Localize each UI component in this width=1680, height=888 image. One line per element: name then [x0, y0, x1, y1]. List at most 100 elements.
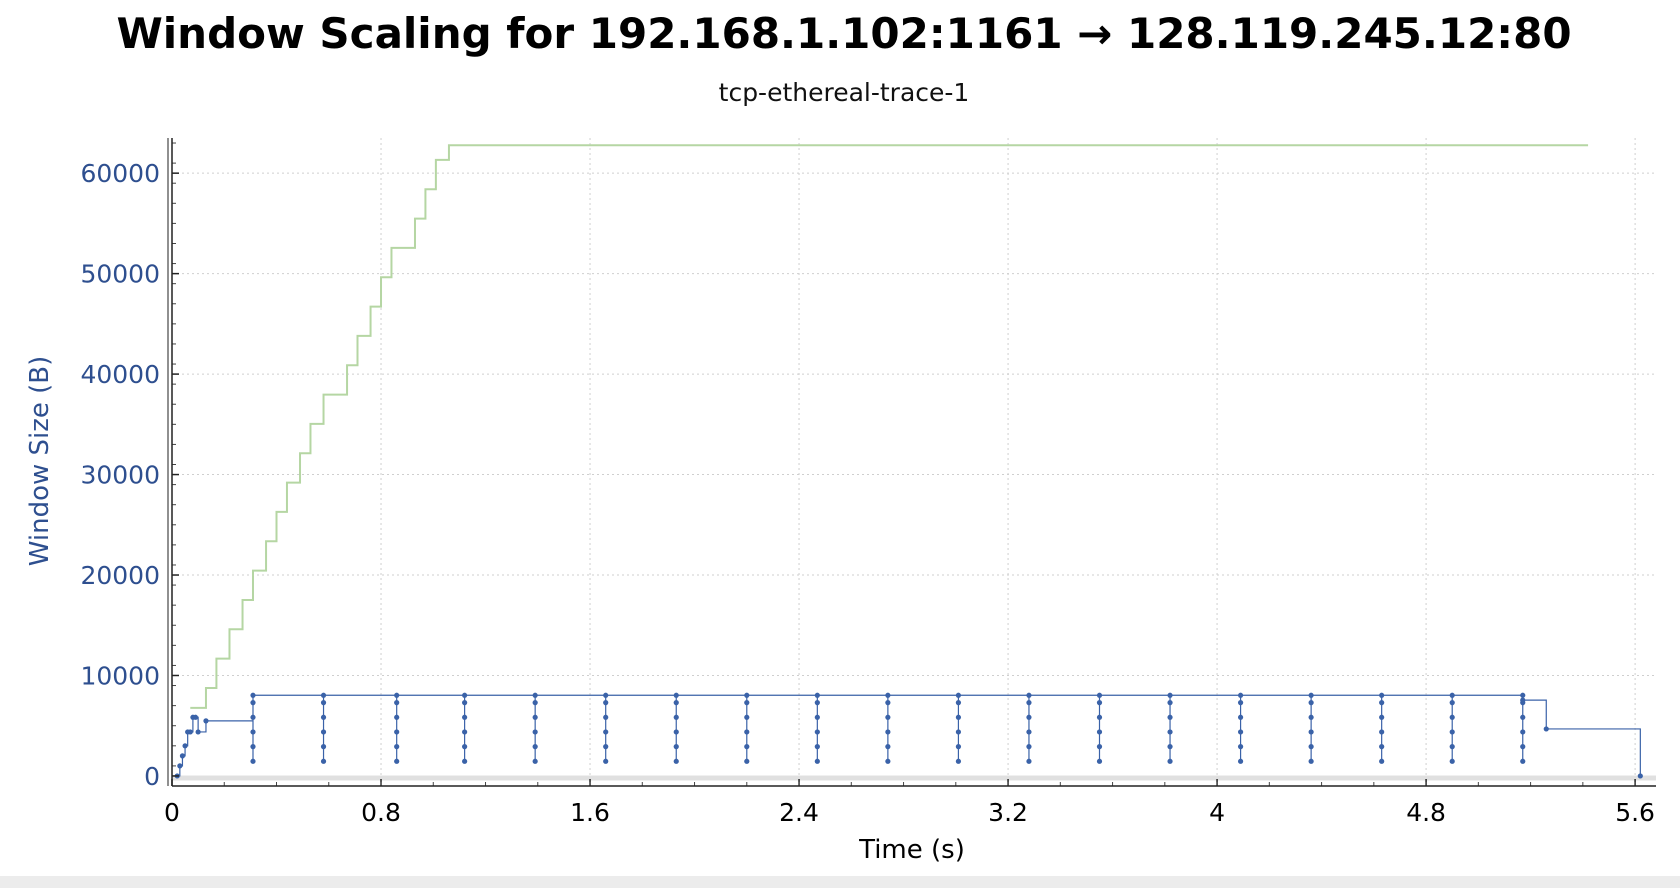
data-point: [1543, 726, 1549, 732]
data-point: [1096, 700, 1103, 706]
data-point: [182, 743, 188, 749]
data-point: [320, 714, 327, 720]
data-point: [1449, 714, 1455, 720]
x-tick-label: 4.8: [1406, 798, 1446, 827]
data-point: [1026, 700, 1032, 706]
data-point: [885, 729, 891, 735]
data-point: [744, 758, 750, 764]
data-point: [603, 729, 609, 735]
x-tick-label: 0: [164, 798, 180, 827]
data-point: [532, 714, 538, 720]
series-layer: [174, 144, 1643, 779]
data-point: [1449, 700, 1455, 706]
data-point: [814, 700, 820, 706]
data-point: [1167, 744, 1173, 750]
data-point: [744, 714, 750, 720]
y-tick-label: 50000: [80, 260, 160, 289]
data-point: [1026, 692, 1032, 698]
data-point: [250, 714, 256, 720]
data-point: [603, 758, 609, 764]
data-point: [1449, 729, 1455, 735]
data-point: [1449, 758, 1455, 764]
data-point: [1520, 692, 1526, 698]
data-point: [673, 714, 679, 720]
data-point: [814, 744, 820, 750]
data-point: [673, 700, 679, 706]
data-point: [462, 692, 468, 698]
data-point: [250, 729, 256, 735]
data-point: [1520, 744, 1526, 750]
data-point: [673, 729, 679, 735]
data-point: [1096, 714, 1103, 720]
data-point: [177, 763, 183, 769]
data-point: [744, 700, 750, 706]
data-point: [814, 758, 820, 764]
data-point: [744, 744, 750, 750]
data-point: [1237, 692, 1244, 698]
data-point: [179, 753, 186, 759]
data-point: [603, 714, 609, 720]
data-point: [1237, 714, 1244, 720]
data-point: [955, 714, 962, 720]
x-tick-label: 3.2: [988, 798, 1028, 827]
y-tick-label: 40000: [80, 360, 160, 389]
grid: [171, 138, 1656, 786]
data-point: [814, 714, 820, 720]
data-point: [1308, 744, 1314, 750]
data-point: [885, 714, 891, 720]
data-point: [673, 744, 679, 750]
data-point: [1449, 744, 1455, 750]
data-point: [462, 744, 468, 750]
data-point: [955, 758, 962, 764]
data-point: [195, 729, 201, 735]
data-point: [394, 714, 400, 720]
data-point: [250, 758, 256, 764]
data-point: [1379, 758, 1385, 764]
data-point: [532, 758, 538, 764]
y-tick-label: 10000: [80, 661, 160, 690]
data-point: [250, 700, 256, 706]
data-point: [462, 714, 468, 720]
data-point: [1237, 758, 1244, 764]
data-point: [1308, 700, 1314, 706]
data-point: [1308, 714, 1314, 720]
data-point: [1379, 692, 1385, 698]
data-point: [1026, 714, 1032, 720]
data-point: [1167, 692, 1173, 698]
data-point: [1237, 729, 1244, 735]
data-point: [673, 692, 679, 698]
data-point: [1520, 697, 1526, 703]
data-point: [532, 692, 538, 698]
data-point: [1167, 700, 1173, 706]
data-point: [1167, 729, 1173, 735]
data-point: [1520, 714, 1526, 720]
x-tick-label: 1.6: [570, 798, 610, 827]
data-point: [394, 758, 400, 764]
data-point: [462, 758, 468, 764]
data-point: [394, 744, 400, 750]
data-point: [955, 700, 962, 706]
data-point: [394, 729, 400, 735]
data-point: [744, 692, 750, 698]
x-axis-label: Time (s): [858, 835, 965, 865]
data-point: [885, 700, 891, 706]
y-tick-label: 0: [144, 762, 160, 791]
data-point: [814, 692, 820, 698]
data-point: [1308, 729, 1314, 735]
data-point: [1096, 729, 1103, 735]
data-point: [203, 718, 209, 724]
data-point: [1449, 692, 1455, 698]
data-point: [532, 700, 538, 706]
y-axis-label: Window Size (B): [25, 356, 55, 567]
data-point: [394, 700, 400, 706]
data-point: [320, 692, 327, 698]
data-point: [1026, 744, 1032, 750]
x-tick-label: 0.8: [361, 798, 401, 827]
data-point: [462, 700, 468, 706]
data-point: [1379, 744, 1385, 750]
data-point: [320, 758, 327, 764]
data-point: [955, 744, 962, 750]
data-point: [955, 729, 962, 735]
chart-subtitle: tcp-ethereal-trace-1: [719, 78, 970, 107]
